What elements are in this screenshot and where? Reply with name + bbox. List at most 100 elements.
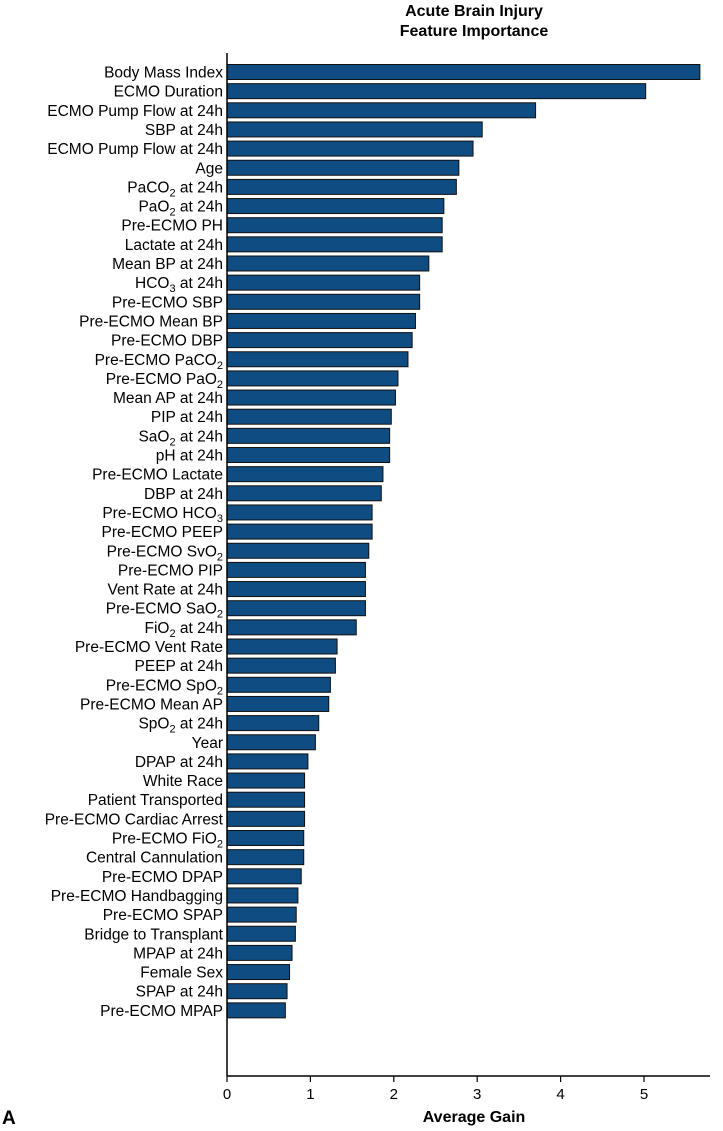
bar: [226, 140, 474, 157]
bar: [226, 1002, 286, 1019]
bar: [226, 523, 373, 540]
bars-group: [226, 64, 701, 1019]
x-tick-label: 0: [223, 1086, 231, 1103]
x-tick-label: 5: [640, 1086, 648, 1103]
bar: [226, 715, 320, 732]
bar: [226, 600, 366, 617]
category-label: Pre-ECMO DBP: [111, 333, 223, 350]
category-label: SpO2 at 24h: [138, 716, 223, 736]
bar: [226, 983, 288, 1000]
bar: [226, 159, 460, 176]
category-label: Pre-ECMO MPAP: [100, 1003, 223, 1020]
bar: [226, 121, 483, 138]
x-tick-label: 2: [390, 1086, 398, 1103]
bar: [226, 695, 330, 712]
bar: [226, 581, 366, 598]
category-label: Female Sex: [140, 965, 223, 982]
category-label: Pre-ECMO SPAP: [103, 907, 223, 924]
category-label: Mean AP at 24h: [113, 390, 223, 407]
bar: [226, 638, 338, 655]
category-label: Pre-ECMO Cardiac Arrest: [45, 811, 224, 828]
category-label: Bridge to Transplant: [84, 926, 223, 943]
category-label: Pre-ECMO PIP: [118, 562, 223, 579]
category-label: pH at 24h: [156, 448, 223, 465]
bar: [226, 427, 391, 444]
x-tick-label: 1: [306, 1086, 314, 1103]
bar: [226, 274, 421, 291]
category-label: Pre-ECMO Mean BP: [79, 313, 223, 330]
category-label: Pre-ECMO SaO2: [106, 601, 223, 621]
category-label: Pre-ECMO FiO2: [112, 831, 223, 851]
bar: [226, 542, 370, 559]
bar: [226, 466, 384, 483]
x-tick-label: 4: [556, 1086, 564, 1103]
x-axis-title: Average Gain: [423, 1109, 526, 1126]
bar: [226, 657, 336, 674]
bar: [226, 810, 306, 827]
category-label: Year: [192, 735, 223, 752]
category-label: Pre-ECMO SBP: [112, 294, 223, 311]
bar: [226, 849, 305, 866]
category-labels-group: Body Mass Index ECMO Duration ECMO Pump Fl…: [45, 65, 224, 1020]
category-label: SPAP at 24h: [136, 984, 223, 1001]
category-label: Vent Rate at 24h: [108, 582, 223, 599]
category-label: DPAP at 24h: [135, 754, 223, 771]
x-tick-label: 3: [473, 1086, 481, 1103]
bar: [226, 178, 457, 195]
bar: [226, 312, 416, 329]
bar: [226, 944, 293, 961]
bar: [226, 561, 366, 578]
bar: [226, 964, 291, 981]
bar: [226, 619, 357, 636]
bar: [226, 504, 373, 521]
bar: [226, 772, 306, 789]
category-label: Lactate at 24h: [125, 237, 223, 254]
category-label: White Race: [143, 773, 223, 790]
bar: [226, 925, 296, 942]
category-label: ECMO Duration: [114, 84, 223, 101]
category-label: Pre-ECMO Mean AP: [80, 696, 223, 713]
category-label: Pre-ECMO SpO2: [106, 677, 223, 697]
category-label: Age: [195, 160, 223, 177]
category-label: SBP at 24h: [145, 122, 223, 139]
category-label: SaO2 at 24h: [138, 428, 223, 448]
bar: [226, 868, 302, 885]
bar: [226, 734, 316, 751]
category-label: FiO2 at 24h: [145, 620, 224, 640]
category-label: Pre-ECMO SvO2: [107, 543, 223, 563]
category-label: PIP at 24h: [151, 409, 223, 426]
bar: [226, 236, 443, 253]
category-label: ECMO Pump Flow at 24h: [47, 141, 223, 158]
bar: [226, 293, 421, 310]
category-label: PaCO2 at 24h: [127, 179, 223, 199]
category-label: Central Cannulation: [86, 850, 223, 867]
bar: [226, 676, 331, 693]
category-label: MPAP at 24h: [133, 945, 223, 962]
bar: [226, 906, 297, 923]
category-label: Pre-ECMO HCO3: [102, 505, 223, 525]
bar: [226, 351, 409, 368]
bar: [226, 791, 306, 808]
bar: [226, 217, 443, 234]
category-label: Pre-ECMO Handbagging: [51, 888, 223, 905]
category-label: HCO3 at 24h: [135, 275, 223, 295]
bar: [226, 887, 299, 904]
category-label: ECMO Pump Flow at 24h: [47, 103, 223, 120]
bar: [226, 408, 392, 425]
bar: [226, 485, 382, 502]
category-label: PaO2 at 24h: [138, 199, 223, 219]
bar: [226, 389, 396, 406]
bar: [226, 83, 647, 100]
bar: [226, 447, 391, 463]
category-label: Pre-ECMO PaCO2: [95, 352, 223, 372]
bar: [226, 370, 399, 387]
category-label: Pre-ECMO PaO2: [106, 371, 223, 391]
chart-title-line-1: Acute Brain Injury: [405, 3, 543, 20]
category-label: Pre-ECMO PEEP: [102, 524, 223, 541]
category-label: Pre-ECMO Vent Rate: [75, 639, 223, 656]
category-label: Pre-ECMO PH: [121, 218, 223, 235]
bar: [226, 332, 413, 349]
bar: [226, 102, 537, 119]
x-ticks-group: 0 1 2 3 4 5: [223, 1076, 648, 1103]
category-label: Mean BP at 24h: [112, 256, 223, 273]
